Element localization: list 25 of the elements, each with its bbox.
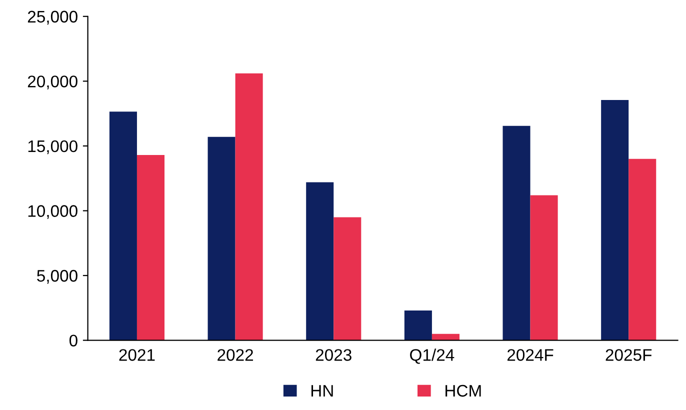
bar xyxy=(109,112,137,340)
bar xyxy=(601,100,629,340)
x-tick-label: 2022 xyxy=(218,349,253,361)
y-tick-label: 15,000 xyxy=(28,140,78,154)
legend-label: HCM xyxy=(446,384,481,397)
y-tick-label: 10,000 xyxy=(28,205,78,219)
bar xyxy=(628,158,656,340)
x-tick-label: 2021 xyxy=(119,349,155,361)
bar xyxy=(136,155,165,340)
bar xyxy=(306,182,334,340)
y-tick-label: 0 xyxy=(69,334,78,347)
y-tick-label: 25,000 xyxy=(28,10,78,25)
bar xyxy=(208,136,236,340)
y-tick-label: 20,000 xyxy=(28,76,78,90)
x-tick-label: 2023 xyxy=(316,349,352,361)
y-tick-label: 5,000 xyxy=(37,270,78,284)
bar xyxy=(502,126,530,340)
x-tick-label: 2025F xyxy=(606,349,652,361)
x-tick-label: Q1/24 xyxy=(410,348,454,364)
bar xyxy=(235,73,263,340)
x-tick-label: 2024F xyxy=(507,349,554,361)
bar xyxy=(404,310,432,340)
legend-label: HN xyxy=(311,385,333,397)
bar xyxy=(334,217,362,340)
bar xyxy=(530,195,558,340)
